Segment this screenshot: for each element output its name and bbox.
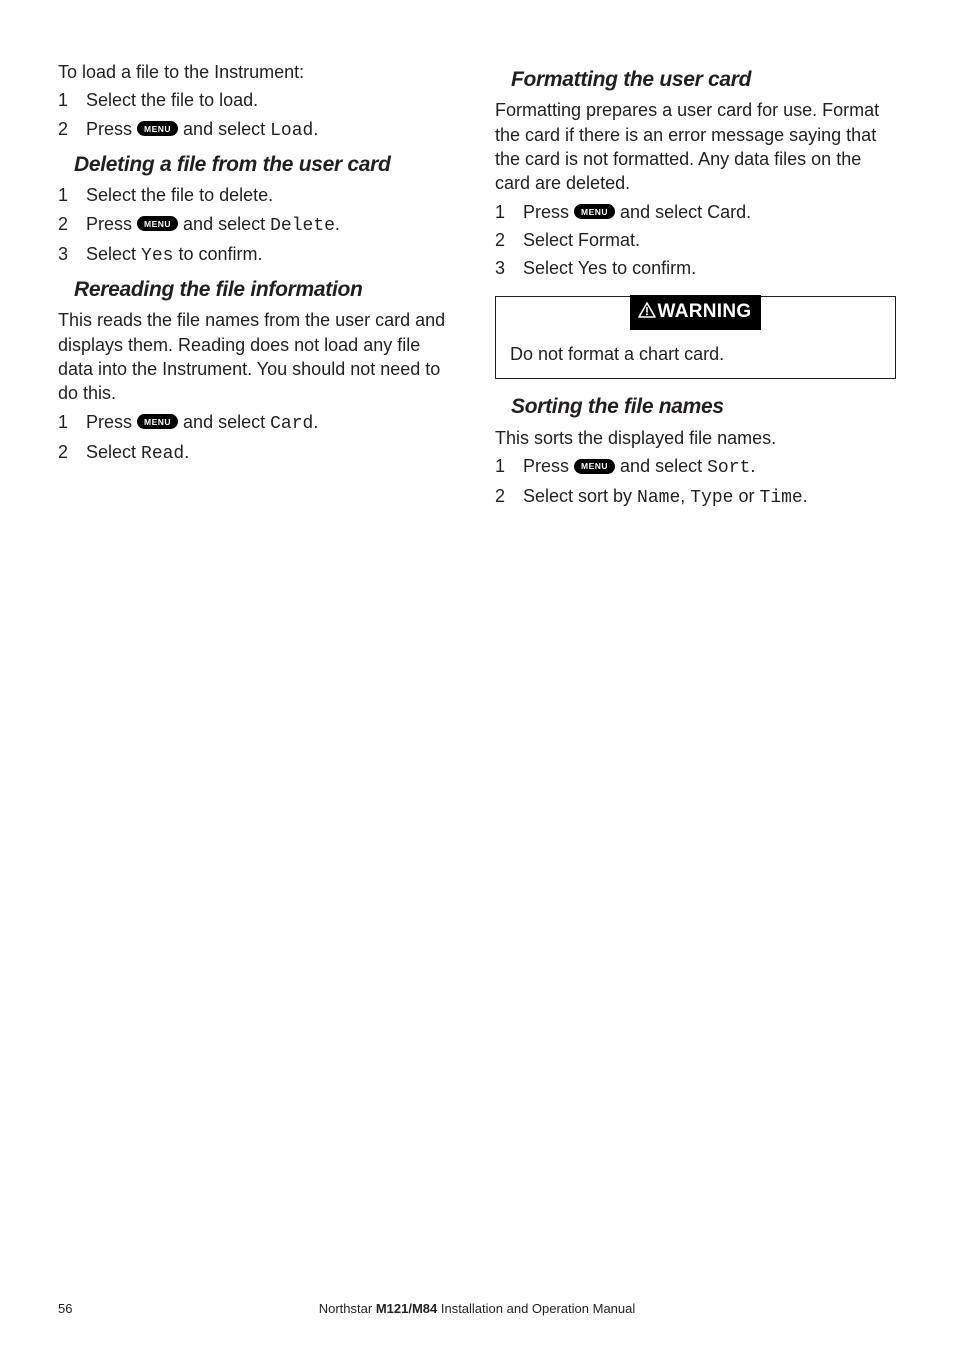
step-text: .	[184, 442, 189, 462]
step-text: Select the file to delete.	[86, 185, 273, 205]
delete-steps: Select the file to delete. Press MENU an…	[58, 183, 459, 268]
step-text: .	[803, 486, 808, 506]
step-text: Press	[86, 119, 137, 139]
step-text: Press	[86, 412, 137, 432]
heading-formatting: Formatting the user card	[495, 66, 896, 94]
mono-text: Yes	[141, 246, 173, 266]
step-text: to confirm.	[173, 244, 262, 264]
step-text: .	[313, 119, 318, 139]
step-text: Select	[86, 244, 141, 264]
right-column: Formatting the user card Formatting prep…	[495, 60, 896, 517]
reread-steps: Press MENU and select Card. Select Read.	[58, 410, 459, 467]
step-text: Press	[86, 214, 137, 234]
heading-deleting: Deleting a file from the user card	[58, 151, 459, 179]
list-item: Press MENU and select Delete.	[58, 212, 459, 238]
warning-text: Do not format a chart card.	[496, 332, 895, 366]
step-text: Press	[523, 456, 574, 476]
two-column-layout: To load a file to the Instrument: Select…	[58, 60, 896, 517]
format-paragraph: Formatting prepares a user card for use.…	[495, 98, 896, 195]
mono-text: Load	[270, 121, 313, 141]
list-item: Select the file to load.	[58, 88, 459, 112]
list-item: Select the file to delete.	[58, 183, 459, 207]
warning-box: WARNING Do not format a chart card.	[495, 296, 896, 379]
step-text: Press	[523, 202, 574, 222]
warning-label-text: WARNING	[658, 301, 752, 322]
list-item: Select Format.	[495, 228, 896, 252]
mono-text: Read	[141, 444, 184, 464]
step-text: Select sort by	[523, 486, 637, 506]
menu-pill-icon: MENU	[137, 216, 178, 231]
mono-text: Delete	[270, 216, 335, 236]
list-item: Select Read.	[58, 440, 459, 466]
step-text: .	[313, 412, 318, 432]
left-column: To load a file to the Instrument: Select…	[58, 60, 459, 517]
format-steps: Press MENU and select Card. Select Forma…	[495, 200, 896, 281]
list-item: Select Yes to confirm.	[58, 242, 459, 268]
mono-text: Type	[690, 488, 733, 508]
list-item: Press MENU and select Load.	[58, 117, 459, 143]
mono-text: Time	[760, 488, 803, 508]
step-text: Select Format.	[523, 230, 640, 250]
warning-label-row: WARNING	[496, 295, 895, 330]
menu-pill-icon: MENU	[574, 459, 615, 474]
step-text: or	[734, 486, 760, 506]
sort-paragraph: This sorts the displayed file names.	[495, 426, 896, 450]
sort-steps: Press MENU and select Sort. Select sort …	[495, 454, 896, 511]
step-text: Select Yes to confirm.	[523, 258, 696, 278]
step-text: .	[750, 456, 755, 476]
page-number: 56	[58, 1300, 72, 1318]
step-text: Select the file to load.	[86, 90, 258, 110]
menu-pill-icon: MENU	[137, 121, 178, 136]
list-item: Select Yes to confirm.	[495, 256, 896, 280]
step-text: and select	[178, 214, 270, 234]
step-text: and select	[615, 456, 707, 476]
list-item: Press MENU and select Sort.	[495, 454, 896, 480]
menu-pill-icon: MENU	[574, 204, 615, 219]
footer-brand: Northstar	[319, 1301, 376, 1316]
mono-text: Card	[270, 414, 313, 434]
step-text: .	[335, 214, 340, 234]
step-text: Select	[86, 442, 141, 462]
footer-rest: Installation and Operation Manual	[437, 1301, 635, 1316]
mono-text: Sort	[707, 458, 750, 478]
warning-label: WARNING	[630, 295, 762, 330]
heading-sorting: Sorting the file names	[495, 393, 896, 421]
list-item: Press MENU and select Card.	[495, 200, 896, 224]
menu-pill-icon: MENU	[137, 414, 178, 429]
page-footer: 56 Northstar M121/M84 Installation and O…	[0, 1300, 954, 1318]
step-text: and select	[178, 119, 270, 139]
load-steps: Select the file to load. Press MENU and …	[58, 88, 459, 143]
reread-paragraph: This reads the file names from the user …	[58, 308, 459, 405]
mono-text: Name	[637, 488, 680, 508]
step-text: ,	[680, 486, 690, 506]
footer-model: M121/M84	[376, 1301, 437, 1316]
list-item: Press MENU and select Card.	[58, 410, 459, 436]
step-text: and select	[178, 412, 270, 432]
warning-triangle-icon	[638, 300, 656, 326]
list-item: Select sort by Name, Type or Time.	[495, 484, 896, 510]
step-text: and select Card.	[615, 202, 751, 222]
heading-rereading: Rereading the file information	[58, 276, 459, 304]
load-intro: To load a file to the Instrument:	[58, 60, 459, 84]
